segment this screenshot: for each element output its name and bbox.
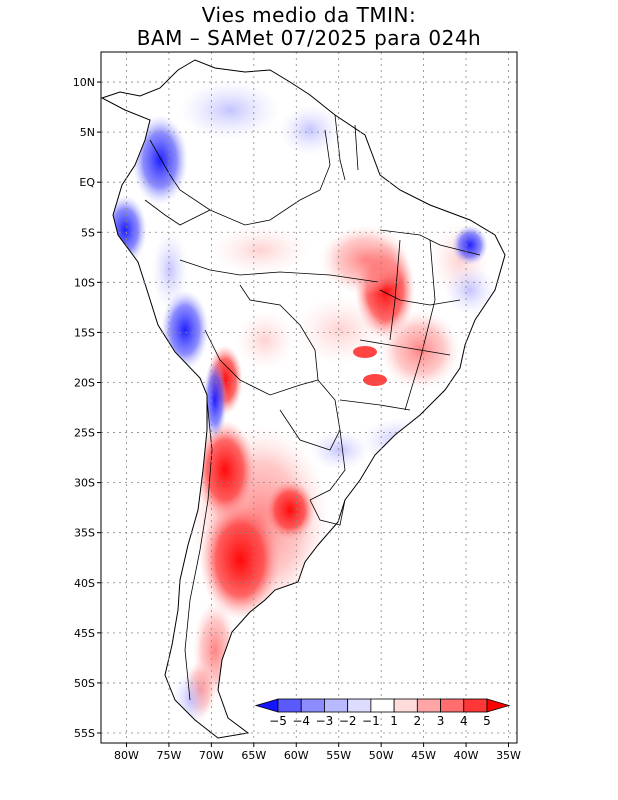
colorbar-segment [277,698,302,713]
colorbar-label: 4 [460,714,468,728]
country-borders [144,114,481,701]
border-brazil-venezuela [209,129,331,226]
border-state-2 [379,289,461,306]
lon-label: 40W [454,749,479,762]
bias-patch-goias-hotspot [353,346,377,358]
bias-patch-andes-north-arg [195,420,255,520]
bias-patch-amazon [210,225,310,275]
lat-label: 45S [74,627,95,640]
bias-patch-paraguay [310,430,370,470]
colorbar-segment [347,698,372,713]
latitude-labels: 10N 5N EQ 5S 10S 15S 20S 25S 30S 35S 40S 45S 50S 55S [73,76,96,740]
border-bolivia-south [204,329,319,396]
axis-ticks [97,81,510,747]
colorbar-segment [300,698,325,713]
lat-label: 10S [74,276,95,289]
bias-patch-guiana [280,105,340,155]
bias-patch-venezuela [180,80,280,140]
lon-label: 75W [156,749,181,762]
border-brazil-north [179,259,379,283]
border-state-5 [389,239,401,341]
border-brazil-bolivia [239,284,319,381]
bias-patch-sp-hotspot [363,374,387,386]
bias-field [103,80,495,730]
map-title-line1: Vies medio da TMIN: [201,3,417,27]
gridlines [101,52,517,743]
lon-label: 45W [411,749,436,762]
colorbar-label: 5 [483,714,491,728]
colorbar-arrow-high [486,698,511,713]
colorbar-label: 3 [437,714,445,728]
border-state-4 [339,399,411,411]
colorbar-segment [370,698,395,713]
lat-label: 40S [74,577,95,590]
lat-label: 55S [74,727,95,740]
border-chile-argentina [184,399,213,701]
lat-label: 5S [81,226,95,239]
colorbar-segment [416,698,441,713]
map-frame [100,51,518,744]
bias-patch-bahia [445,265,495,315]
bias-patch-argentina-core [200,500,280,620]
border-argentina-brazil [309,429,346,501]
colorbar [254,698,511,713]
border-state-1 [379,229,481,256]
border-state-3 [359,339,451,356]
bias-patch-para [320,225,410,295]
lat-label: EQ [79,176,95,189]
colorbar-label: 2 [414,714,422,728]
border-guianas-1 [334,114,346,181]
colorbar-label: −1 [362,714,380,728]
bias-patch-rn-coast [452,225,488,265]
map-title-line2: BAM – SAMet 07/2025 para 024h [136,26,482,50]
lon-label: 70W [199,749,224,762]
colorbar-segment [440,698,465,713]
coastline [101,59,506,739]
lat-label: 20S [74,376,95,389]
colorbar-label: −4 [292,714,310,728]
longitude-labels: 80W 75W 70W 65W 60W 55W 50W 45W 40W 35W [114,749,521,762]
colorbar-segment [463,698,488,713]
lat-label: 10N [73,76,95,89]
lon-label: 35W [496,749,521,762]
colorbar-label: 1 [390,714,398,728]
lon-label: 60W [284,749,309,762]
lat-label: 5N [80,126,95,139]
lon-label: 80W [114,749,139,762]
lat-label: 35S [74,527,95,540]
lon-label: 50W [369,749,394,762]
border-state-6 [404,239,436,411]
bias-patch-peru-andes [152,230,188,310]
lat-label: 30S [74,477,95,490]
colorbar-label: −5 [269,714,287,728]
lat-label: 15S [74,326,95,339]
lat-label: 25S [74,427,95,440]
bias-patch-pampas [265,480,315,540]
colorbar-label: −3 [316,714,334,728]
border-paraguay [279,379,341,451]
colorbar-label: −2 [339,714,357,728]
border-colombia-peru [144,199,211,226]
border-guianas-2 [354,124,359,171]
colorbar-segment [393,698,418,713]
lon-label: 55W [326,749,351,762]
colorbar-labels: −5 −4 −3 −2 −1 1 2 3 4 5 [269,714,491,728]
lon-label: 65W [241,749,266,762]
border-uruguay [309,499,346,526]
colorbar-segment [324,698,349,713]
bias-patch-bolivia [235,310,295,370]
lat-label: 50S [74,677,95,690]
